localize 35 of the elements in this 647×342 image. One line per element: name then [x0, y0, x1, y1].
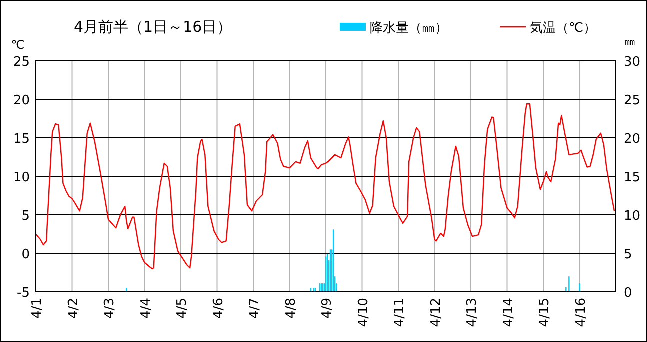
legend-label: 気温（℃） [530, 21, 597, 36]
x-tick-label: 4/6 [211, 298, 226, 319]
y2-tick-label: 25 [624, 94, 641, 108]
y-axis-title: ℃ [11, 38, 25, 52]
y-tick-label: 0 [22, 248, 30, 262]
y-tick-label: 20 [13, 94, 30, 108]
y2-tick-label: 15 [624, 170, 641, 186]
y-tick-label: 10 [13, 170, 30, 186]
y-tick-label: 15 [13, 132, 30, 147]
y2-tick-label: 20 [624, 132, 641, 147]
x-tick-label: 4/11 [392, 298, 408, 328]
y-tick-label: 25 [13, 55, 30, 70]
y2-tick-label: 30 [624, 55, 641, 70]
x-tick-label: 4/2 [66, 298, 82, 319]
x-tick-label: 4/7 [248, 298, 262, 319]
x-tick-label: 4/9 [320, 298, 335, 319]
x-tick-label: 4/10 [356, 298, 372, 328]
y2-axis-title: ㎜ [624, 35, 636, 48]
x-tick-label: 4/1 [30, 298, 45, 319]
x-tick-label: 4/16 [574, 298, 589, 328]
y2-tick-label: 5 [624, 248, 632, 262]
x-tick-label: 4/5 [175, 298, 190, 319]
x-tick-label: 4/4 [138, 298, 154, 319]
chart-title: 4月前半（1日～16日） [74, 18, 232, 36]
x-tick-label: 4/12 [428, 298, 444, 328]
y2-tick-label: 10 [624, 209, 641, 224]
x-tick-label: 4/13 [465, 298, 480, 328]
x-tick-label: 4/8 [284, 298, 299, 319]
y-tick-label: 5 [22, 209, 30, 224]
x-tick-label: 4/3 [102, 298, 118, 319]
legend-label: 降水量（㎜） [370, 21, 448, 36]
y2-tick-label: 0 [624, 286, 632, 301]
x-tick-label: 4/14 [501, 298, 516, 328]
y-tick-label: -5 [17, 286, 30, 301]
x-tick-label: 4/15 [538, 298, 552, 328]
